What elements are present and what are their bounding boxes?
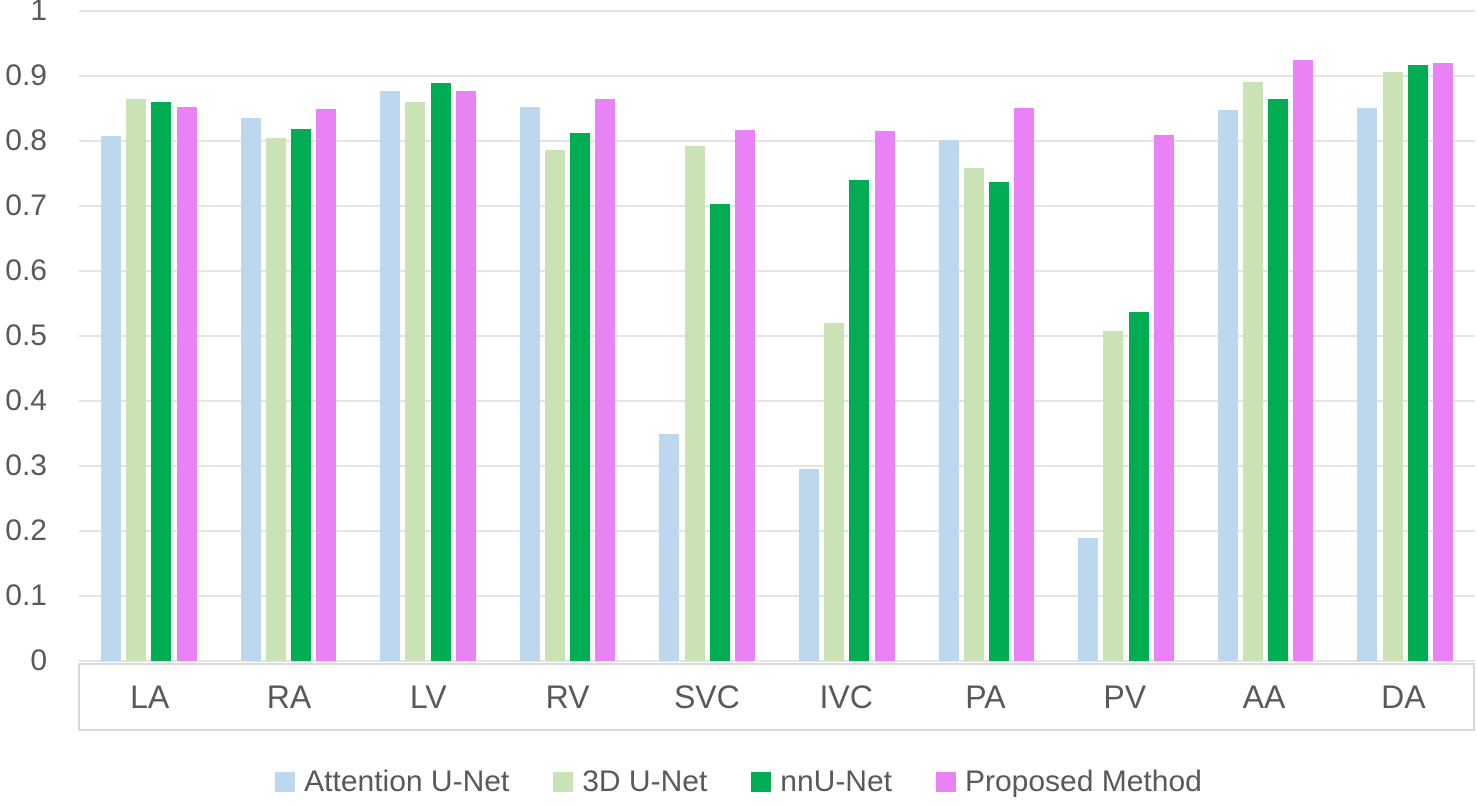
y-tick-label-0.9: 0.9 xyxy=(5,59,47,92)
bar-SVC-attention-u-net xyxy=(659,433,680,661)
legend-item-attention-u-net: Attention U-Net xyxy=(275,765,509,799)
gridline-y-0.5 xyxy=(79,335,1475,337)
legend-item-proposed-method: Proposed Method xyxy=(936,765,1202,799)
bar-PV-attention-u-net xyxy=(1078,537,1099,661)
bar-LA-proposed-method xyxy=(176,107,197,661)
bar-RA-attention-u-net xyxy=(240,118,261,661)
bar-RA-proposed-method xyxy=(316,109,337,661)
legend: Attention U-Net 3D U-Net nnU-Net Proposed M… xyxy=(0,765,1477,799)
bar-AA-3d-u-net xyxy=(1243,81,1263,661)
bar-PA-3d-u-net xyxy=(963,168,984,661)
x-category-label-RV: RV xyxy=(545,679,590,715)
y-tick-label-0: 0 xyxy=(30,644,47,677)
bar-PA-attention-u-net xyxy=(938,139,959,661)
gridline-y-0.6 xyxy=(79,270,1475,272)
bar-RV-nnu-net xyxy=(570,132,591,661)
bar-IVC-nnu-net xyxy=(849,180,870,661)
bar-LA-nnu-net xyxy=(151,102,172,661)
bar-SVC-nnu-net xyxy=(709,204,730,661)
y-tick-label-0.2: 0.2 xyxy=(5,514,47,547)
x-category-label-RA: RA xyxy=(266,679,312,715)
y-tick-label-0.3: 0.3 xyxy=(5,449,47,482)
legend-item-3d-u-net: 3D U-Net xyxy=(553,765,707,799)
bar-DA-attention-u-net xyxy=(1357,107,1378,661)
bar-PV-proposed-method xyxy=(1153,134,1174,661)
plot-area xyxy=(79,10,1475,662)
y-tick-label-0.7: 0.7 xyxy=(5,189,47,222)
bar-DA-nnu-net xyxy=(1407,64,1428,661)
x-category-label-DA: DA xyxy=(1381,679,1426,715)
y-tick-label-0.8: 0.8 xyxy=(5,124,47,157)
bar-PV-3d-u-net xyxy=(1103,331,1124,661)
bar-RV-proposed-method xyxy=(595,98,616,661)
x-category-label-LA: LA xyxy=(130,679,170,715)
gridline-y-0.3 xyxy=(79,465,1475,467)
legend-label: Proposed Method xyxy=(965,765,1202,798)
x-category-label-AA: AA xyxy=(1242,679,1286,715)
gridline-y-0.4 xyxy=(79,400,1475,402)
bar-LV-nnu-net xyxy=(430,82,451,661)
bar-RV-3d-u-net xyxy=(545,150,565,661)
gridline-y-0.1 xyxy=(79,595,1475,597)
y-tick-label-0.1: 0.1 xyxy=(5,579,47,612)
x-category-label-PA: PA xyxy=(965,679,1006,715)
bar-DA-proposed-method xyxy=(1433,63,1453,661)
bar-PV-nnu-net xyxy=(1128,311,1149,661)
bar-PA-proposed-method xyxy=(1014,107,1035,661)
bar-RV-attention-u-net xyxy=(519,106,540,661)
legend-label: nnU-Net xyxy=(780,765,892,798)
legend-swatch-icon xyxy=(275,772,296,792)
bar-SVC-3d-u-net xyxy=(684,145,705,661)
x-category-label-LV: LV xyxy=(409,679,447,715)
bar-LV-proposed-method xyxy=(455,90,476,661)
y-tick-label-0.5: 0.5 xyxy=(5,319,47,352)
bar-LA-attention-u-net xyxy=(101,135,121,661)
gridline-y-0.7 xyxy=(79,205,1475,207)
bar-IVC-3d-u-net xyxy=(824,323,845,661)
bar-LA-3d-u-net xyxy=(126,98,147,661)
bar-LV-3d-u-net xyxy=(405,102,426,661)
bar-LV-attention-u-net xyxy=(380,90,401,661)
legend-item-nnu-net: nnU-Net xyxy=(751,765,892,799)
bar-AA-nnu-net xyxy=(1268,98,1289,661)
legend-label: 3D U-Net xyxy=(582,765,708,798)
x-category-label-IVC: IVC xyxy=(819,679,873,715)
bar-IVC-attention-u-net xyxy=(799,468,819,661)
gridline-y-0 xyxy=(79,660,1475,662)
bar-RA-nnu-net xyxy=(291,129,311,661)
x-category-label-SVC: SVC xyxy=(673,679,740,715)
y-tick-label-0.4: 0.4 xyxy=(5,384,47,417)
bar-SVC-proposed-method xyxy=(735,129,755,661)
gridline-y-0.2 xyxy=(79,530,1475,532)
y-tick-label-0.6: 0.6 xyxy=(5,254,47,287)
x-axis-category-strip: LA RA LV RV SVC IVC PA PV AA DA xyxy=(78,663,1475,731)
bar-IVC-proposed-method xyxy=(874,131,895,661)
legend-swatch-icon xyxy=(751,772,772,792)
y-axis: 0 0.1 0.2 0.3 0.4 0.5 0.6 0.7 0.8 0.9 1 xyxy=(0,0,47,676)
gridline-y-0.8 xyxy=(79,140,1475,142)
bar-PA-nnu-net xyxy=(989,181,1009,661)
legend-swatch-icon xyxy=(553,772,574,792)
bar-AA-proposed-method xyxy=(1293,60,1314,661)
legend-swatch-icon xyxy=(936,772,956,792)
bar-DA-3d-u-net xyxy=(1382,72,1403,661)
bar-AA-attention-u-net xyxy=(1217,110,1238,661)
gridline-y-1 xyxy=(79,10,1475,12)
x-category-label-PV: PV xyxy=(1103,679,1147,715)
y-tick-label-1: 1 xyxy=(30,0,47,27)
gridline-y-0.9 xyxy=(79,75,1475,77)
bar-RA-3d-u-net xyxy=(265,137,286,661)
legend-label: Attention U-Net xyxy=(304,765,510,798)
